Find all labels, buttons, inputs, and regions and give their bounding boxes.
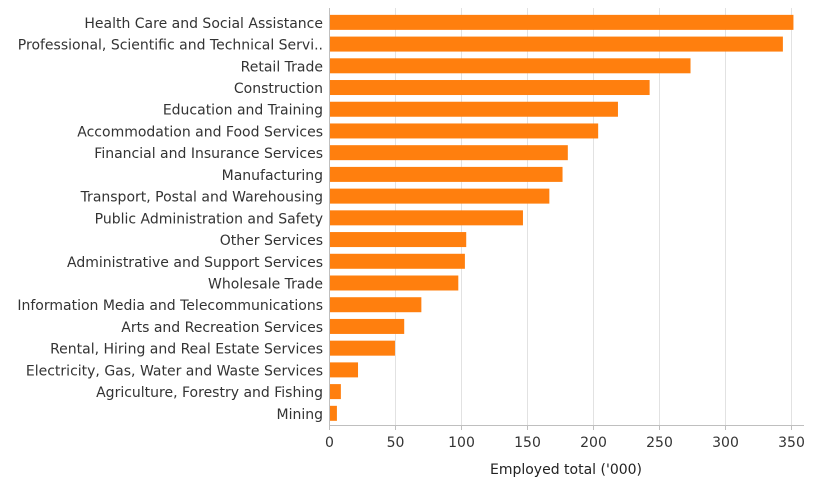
category-label: Financial and Insurance Services (94, 146, 323, 162)
category-label: Retail Trade (241, 59, 323, 75)
bars (329, 14, 794, 421)
x-tick-label: 100 (448, 435, 475, 451)
category-label: Agriculture, Forestry and Fishing (96, 385, 323, 401)
category-label: Health Care and Social Assistance (84, 16, 323, 32)
x-tick-label: 0 (325, 435, 334, 451)
bar[interactable] (329, 166, 563, 182)
bar[interactable] (329, 318, 405, 334)
bar[interactable] (329, 188, 550, 204)
bar[interactable] (329, 36, 783, 52)
bar[interactable] (329, 297, 422, 313)
category-label: Manufacturing (222, 168, 323, 184)
x-tick-label: 150 (514, 435, 541, 451)
x-tick-label: 50 (387, 435, 405, 451)
category-label: Rental, Hiring and Real Estate Services (50, 342, 323, 358)
bar[interactable] (329, 405, 337, 421)
bar[interactable] (329, 123, 599, 139)
x-axis: 0 50 100 150 200 250 300 350 (325, 8, 805, 451)
x-tick-label: 250 (646, 435, 673, 451)
category-label: Administrative and Support Services (67, 255, 323, 271)
bar[interactable] (329, 362, 359, 378)
category-label: Electricity, Gas, Water and Waste Servic… (26, 363, 323, 379)
x-axis-title: Employed total ('000) (490, 462, 642, 478)
category-label: Other Services (220, 233, 323, 249)
category-label: Information Media and Telecommunications (17, 298, 323, 314)
x-tick-label: 200 (580, 435, 607, 451)
bar[interactable] (329, 210, 523, 226)
bar[interactable] (329, 145, 568, 161)
x-tick-label: 300 (712, 435, 739, 451)
bar[interactable] (329, 232, 467, 248)
category-label: Arts and Recreation Services (121, 320, 323, 336)
category-labels: Health Care and Social Assistance Profess… (17, 16, 323, 423)
category-label: Professional, Scientific and Technical S… (18, 38, 323, 54)
category-label: Education and Training (163, 103, 323, 119)
category-label: Public Administration and Safety (95, 211, 323, 227)
bar[interactable] (329, 340, 395, 356)
bar[interactable] (329, 80, 650, 96)
gridlines (395, 8, 792, 425)
bar[interactable] (329, 275, 459, 291)
category-label: Construction (234, 81, 323, 97)
bar[interactable] (329, 58, 691, 74)
category-label: Mining (277, 407, 324, 423)
x-tick-label: 350 (778, 435, 805, 451)
category-label: Wholesale Trade (208, 277, 323, 293)
bar[interactable] (329, 253, 465, 269)
bar[interactable] (329, 101, 618, 117)
bar[interactable] (329, 14, 794, 30)
bar[interactable] (329, 384, 341, 400)
category-label: Transport, Postal and Warehousing (80, 190, 323, 206)
category-label: Accommodation and Food Services (77, 124, 323, 140)
